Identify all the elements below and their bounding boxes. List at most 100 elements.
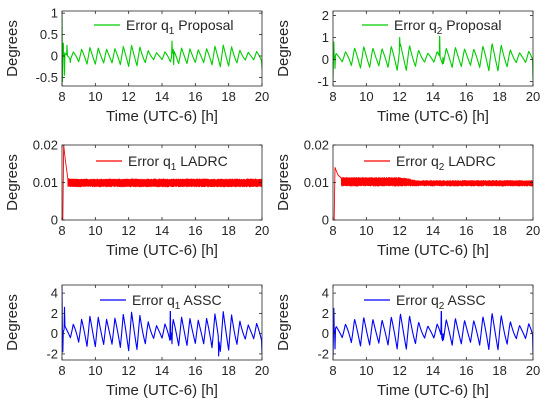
y-axis-label: Degrees [275, 294, 292, 351]
y-tick-label: 1 [322, 30, 329, 45]
legend-label: Error q1 Proposal [126, 17, 234, 37]
x-axis-label: Time (UTC-6) [h] [106, 242, 218, 259]
y-tick-label: 0.5 [40, 27, 58, 42]
x-tick-label: 20 [526, 363, 540, 378]
legend-box [90, 14, 258, 36]
legend: Error q1 LADRC [92, 150, 258, 173]
y-tick-label: 0 [51, 213, 58, 228]
x-tick-label: 12 [392, 223, 406, 238]
y-tick-label: 0.01 [304, 175, 329, 190]
legend-label: Error q2 LADRC [396, 153, 496, 173]
x-tick-label: 8 [58, 89, 65, 104]
y-tick-label: 0.02 [33, 138, 58, 153]
x-tick-label: 12 [392, 89, 406, 104]
legend: Error q1 Proposal [90, 14, 258, 37]
legend-box [358, 14, 530, 36]
series-line-6-1 [333, 303, 533, 357]
x-tick-label: 10 [88, 223, 102, 238]
x-tick-label: 16 [459, 89, 473, 104]
y-axis-label: Degrees [4, 294, 21, 351]
x-axis-label: Time (UTC-6) [h] [106, 108, 218, 125]
y-tick-label: 0 [51, 326, 58, 341]
series-line-2-1 [333, 32, 533, 80]
x-tick-label: 20 [526, 89, 540, 104]
x-tick-label: 20 [255, 89, 269, 104]
x-tick-label: 8 [58, 363, 65, 378]
y-axis-label: Degrees [275, 20, 292, 77]
panel-1: 8 10 12 14 16 18 20 -0.5 0 0.5 1 Time (UTC-6) [h] De… [4, 6, 269, 125]
x-tick-label: 14 [155, 363, 169, 378]
y-tick-label: 0.01 [33, 175, 58, 190]
y-tick-label: 0 [322, 213, 329, 228]
y-axis-label: Degrees [275, 154, 292, 211]
x-tick-label: 18 [221, 363, 235, 378]
x-tick-label: 16 [188, 223, 202, 238]
panel-5: 8 10 12 14 16 18 20 -2 0 2 4 Time (UTC-6) [h] Degree… [4, 284, 269, 399]
y-tick-label: 2 [51, 306, 58, 321]
y-tick-label: 2 [322, 306, 329, 321]
legend: Error q1 ASSC [96, 289, 258, 312]
x-tick-label: 10 [88, 89, 102, 104]
series-line-3-1 [62, 145, 262, 220]
legend-label: Error q1 ASSC [132, 292, 222, 312]
x-axis-label: Time (UTC-6) [h] [377, 242, 489, 259]
x-axis-label: Time (UTC-6) [h] [377, 108, 489, 125]
x-tick-label: 10 [359, 89, 373, 104]
x-axis-label: Time (UTC-6) [h] [106, 382, 218, 399]
legend-box [360, 150, 530, 172]
legend: Error q2 ASSC [360, 289, 530, 312]
x-tick-label: 20 [255, 363, 269, 378]
x-tick-label: 10 [88, 363, 102, 378]
x-tick-label: 18 [221, 223, 235, 238]
legend-label: Error q1 LADRC [128, 153, 228, 173]
x-tick-label: 14 [426, 363, 440, 378]
x-tick-label: 18 [492, 223, 506, 238]
y-tick-label: 0.02 [304, 138, 329, 153]
x-tick-label: 10 [359, 363, 373, 378]
y-axis-label: Degrees [4, 20, 21, 77]
x-tick-label: 8 [58, 223, 65, 238]
y-tick-label: 4 [322, 286, 329, 301]
series-line-5-1 [62, 287, 262, 357]
legend: Error q2 LADRC [360, 150, 530, 173]
x-tick-label: 12 [121, 223, 135, 238]
x-tick-label: 18 [492, 363, 506, 378]
x-tick-label: 8 [329, 89, 336, 104]
legend-box [360, 289, 530, 311]
y-tick-label: 4 [51, 286, 58, 301]
x-tick-label: 14 [426, 89, 440, 104]
y-tick-label: 2 [322, 8, 329, 23]
x-tick-label: 20 [255, 223, 269, 238]
x-tick-label: 16 [188, 363, 202, 378]
legend-box [96, 289, 258, 311]
series-line-4-1 [333, 167, 533, 220]
x-tick-label: 18 [492, 89, 506, 104]
legend-label: Error q2 ASSC [396, 292, 486, 312]
x-tick-label: 14 [426, 223, 440, 238]
x-tick-label: 12 [121, 363, 135, 378]
x-tick-label: 16 [459, 363, 473, 378]
x-tick-label: 16 [188, 89, 202, 104]
x-tick-label: 8 [329, 223, 336, 238]
panel-6: 8 10 12 14 16 18 20 -2 0 2 4 Time (UTC-6) [h] Degree… [275, 284, 540, 399]
panel-3: 8 10 12 14 16 18 20 0 0.01 0.02 Time (UTC-6) [h] De… [4, 138, 269, 260]
y-tick-label: 1 [51, 6, 58, 21]
x-tick-label: 16 [459, 223, 473, 238]
x-axis-label: Time (UTC-6) [h] [377, 382, 489, 399]
y-tick-label: -0.5 [36, 70, 58, 85]
y-tick-label: -2 [317, 346, 329, 361]
legend-box [92, 150, 258, 172]
legend: Error q2 Proposal [358, 14, 530, 37]
x-tick-label: 12 [392, 363, 406, 378]
x-tick-label: 14 [155, 89, 169, 104]
x-tick-label: 14 [155, 223, 169, 238]
legend-label: Error q2 Proposal [394, 17, 502, 37]
x-tick-label: 12 [121, 89, 135, 104]
y-tick-label: 0 [51, 49, 58, 64]
y-axis-label: Degrees [4, 154, 21, 211]
y-tick-label: -1 [317, 74, 329, 89]
y-tick-label: 0 [322, 326, 329, 341]
y-tick-label: -2 [46, 346, 58, 361]
